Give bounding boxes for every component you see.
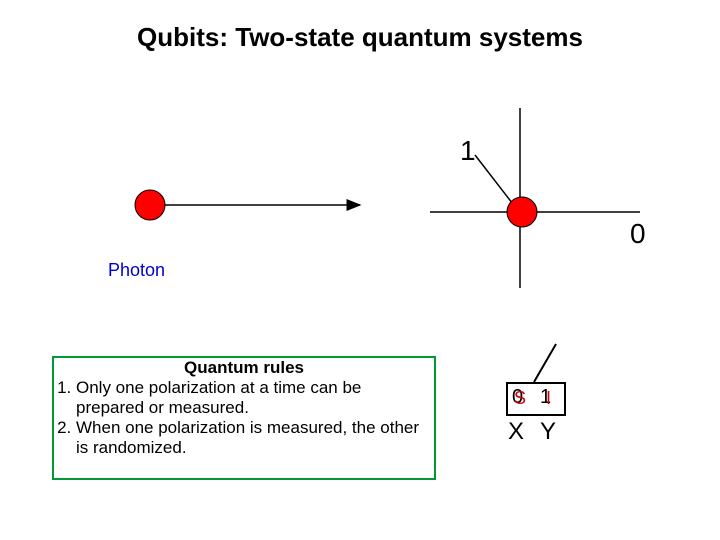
photon-label: Photon [108,260,165,281]
axes-diagonal-tick [475,155,516,208]
axes-label-0: 0 [630,218,646,250]
slide-stage: Qubits: Two-state quantum systems Photon… [0,0,720,540]
switch-label-X: X [508,418,524,446]
axes-dot [507,197,537,227]
switch-label-Y: Y [540,418,556,446]
quantum-rules-box: Quantum rules Only one polarization at a… [52,356,436,480]
quantum-rule-item: When one polarization is measured, the o… [76,418,434,458]
switch-label-I: I [546,388,551,409]
axes-label-1: 1 [460,135,476,167]
quantum-rules-list: Only one polarization at a time can be p… [54,378,434,458]
quantum-rule-item: Only one polarization at a time can be p… [76,378,434,418]
switch-lever [534,344,556,382]
switch-label-S: S [514,388,526,409]
quantum-rules-title: Quantum rules [54,358,434,378]
photon-dot [135,190,165,220]
